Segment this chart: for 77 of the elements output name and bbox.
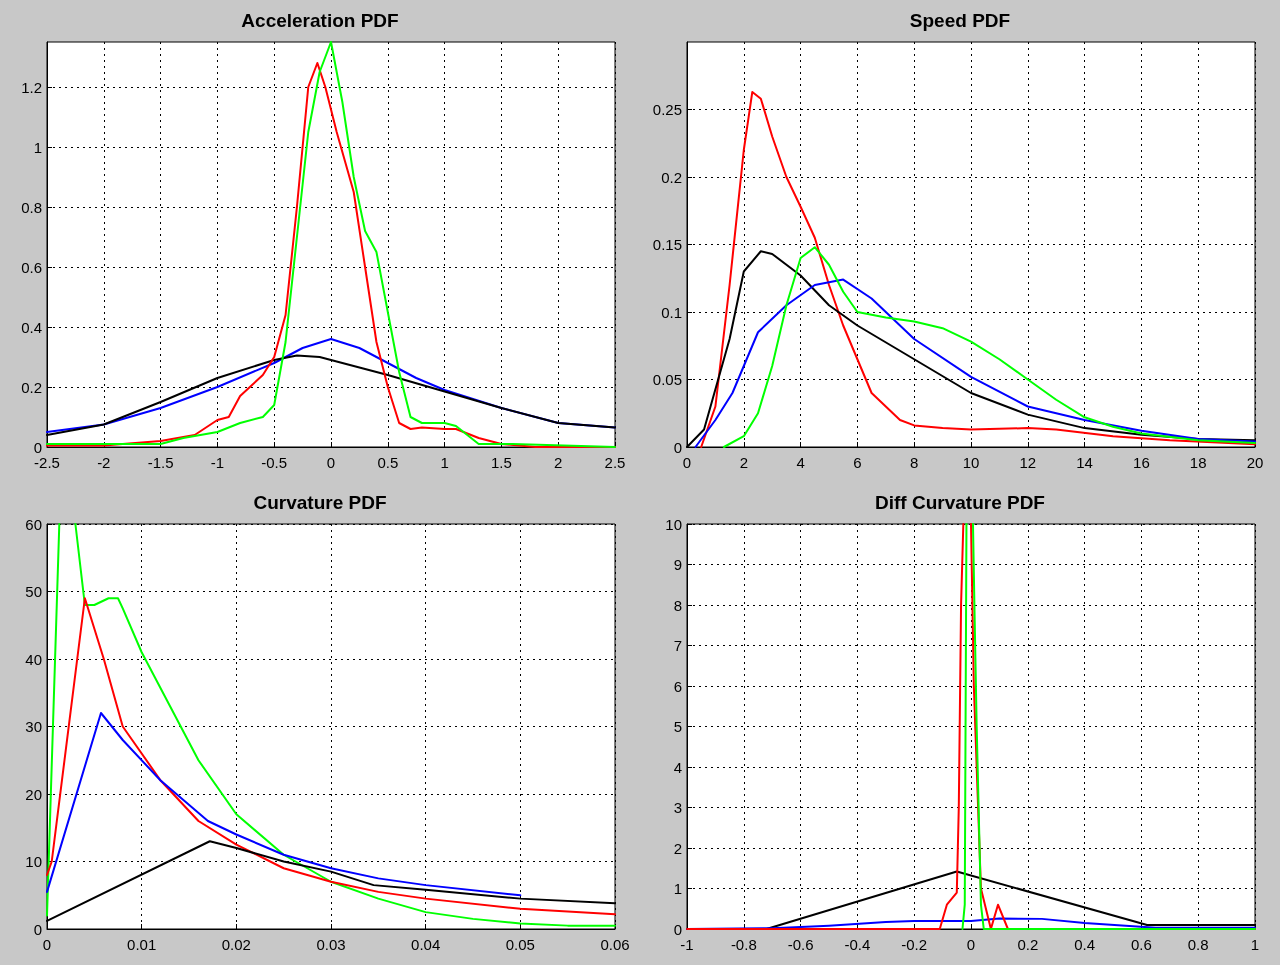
x-tick-label: 2.5: [604, 454, 626, 471]
y-tick-label: 5: [673, 718, 682, 735]
y-tick-label: 0: [33, 920, 42, 938]
x-tick-label: -0.2: [901, 936, 928, 953]
x-tick-label: 1.5: [490, 454, 512, 471]
x-tick-label: 18: [1189, 454, 1207, 471]
y-tick-label: 7: [673, 637, 682, 654]
y-tick-label: 1.2: [21, 78, 42, 96]
y-tick-label: 0.6: [21, 258, 42, 276]
y-tick-label: 10: [25, 853, 42, 870]
x-tick-label: -2.5: [34, 454, 60, 471]
x-tick-label: 1: [1250, 936, 1260, 953]
x-tick-label: 20: [1246, 454, 1264, 471]
x-tick-label: 0.2: [1017, 936, 1039, 953]
y-tick-label: 0.4: [21, 318, 42, 336]
x-tick-label: -2: [97, 454, 111, 471]
x-tick-label: 8: [910, 454, 919, 471]
x-tick-label: 0.03: [316, 936, 346, 953]
x-tick-label: 10: [962, 454, 980, 471]
y-tick-label: 6: [673, 677, 682, 695]
x-tick-label: 16: [1133, 454, 1150, 471]
x-tick-label: -1.5: [147, 454, 174, 471]
x-tick-label: -0.5: [261, 454, 288, 471]
chart-title: Diff Curvature PDF: [875, 492, 1045, 513]
x-tick-label: 0.5: [377, 454, 399, 471]
y-tick-label: 0: [673, 920, 682, 938]
x-tick-label: 0.05: [505, 936, 535, 953]
x-tick-label: 1: [440, 454, 449, 471]
y-tick-label: 50: [25, 583, 42, 600]
x-tick-label: 0.6: [1130, 936, 1152, 953]
line-series: [700, 90, 1256, 448]
x-tick-label: 2: [739, 454, 748, 471]
y-tick-label: 2: [673, 839, 682, 857]
y-tick-label: 0: [673, 438, 682, 456]
y-tick-label: 0.15: [652, 236, 682, 253]
y-tick-label: 10: [665, 515, 682, 533]
x-tick-label: 6: [853, 454, 862, 471]
y-tick-label: 0.05: [652, 371, 682, 388]
y-tick-label: 9: [673, 556, 682, 573]
chart-title: Acceleration PDF: [241, 10, 399, 31]
y-tick-label: 0: [33, 438, 42, 456]
x-tick-label: 12: [1019, 454, 1037, 471]
y-tick-label: 4: [673, 758, 682, 776]
x-tick-label: -1: [680, 936, 694, 953]
y-tick-label: 30: [25, 718, 42, 735]
chart-title: Speed PDF: [909, 10, 1011, 31]
x-tick-label: 0.06: [600, 936, 630, 953]
y-tick-label: 0.1: [661, 303, 682, 321]
y-tick-label: 40: [25, 650, 42, 668]
y-tick-label: 1: [33, 138, 42, 156]
x-tick-label: 0.8: [1187, 936, 1209, 953]
x-tick-label: 0.04: [411, 936, 441, 953]
x-tick-label: 0: [326, 454, 336, 471]
x-tick-label: -0.6: [787, 936, 814, 953]
line-series: [694, 278, 1256, 448]
y-tick-label: 0.2: [21, 378, 42, 396]
x-tick-label: 0: [966, 936, 976, 953]
y-tick-label: 3: [673, 799, 682, 816]
x-tick-label: 0.4: [1074, 936, 1096, 953]
line-series: [46, 597, 616, 916]
y-tick-label: 60: [25, 515, 42, 533]
x-tick-label: 4: [796, 454, 805, 471]
y-tick-label: 0.25: [652, 101, 682, 118]
chart-title: Curvature PDF: [253, 492, 387, 513]
x-tick-label: -0.8: [730, 936, 757, 953]
x-tick-label: 0.01: [127, 936, 157, 953]
y-tick-label: 1: [673, 880, 682, 897]
x-tick-label: 0.02: [221, 936, 251, 953]
y-tick-label: 8: [673, 596, 682, 614]
x-tick-label: 14: [1076, 454, 1093, 471]
x-tick-label: 2: [554, 454, 563, 471]
y-tick-label: 20: [25, 785, 42, 803]
x-tick-label: -0.4: [844, 936, 871, 953]
y-tick-label: 0.2: [661, 168, 682, 186]
x-tick-label: -1: [210, 454, 225, 471]
y-tick-label: 0.8: [21, 198, 42, 216]
line-series: [46, 712, 522, 897]
